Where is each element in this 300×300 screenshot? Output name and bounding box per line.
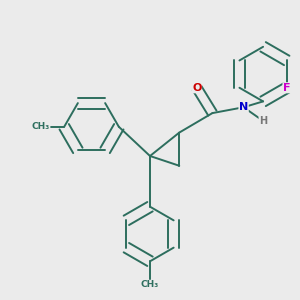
- Text: CH₃: CH₃: [32, 122, 50, 131]
- Text: N: N: [239, 102, 248, 112]
- Text: H: H: [259, 116, 267, 126]
- Text: O: O: [192, 83, 202, 93]
- Text: CH₃: CH₃: [141, 280, 159, 289]
- Text: F: F: [283, 83, 290, 93]
